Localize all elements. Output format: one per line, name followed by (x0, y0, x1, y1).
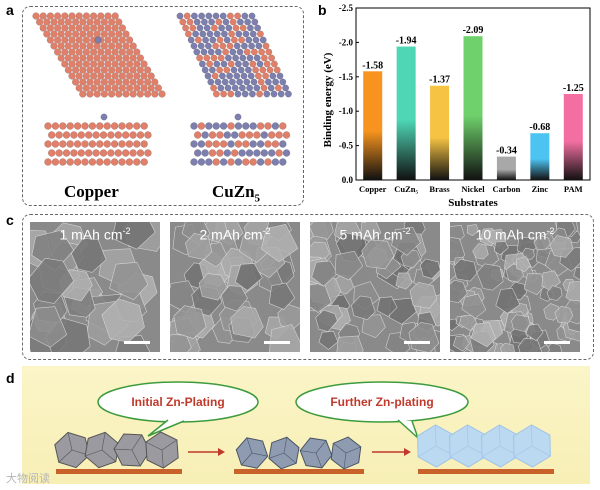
panel-a-frame (22, 6, 304, 206)
y-tick-label: -2.5 (339, 3, 354, 13)
arrow-1 (188, 448, 225, 456)
schematic-background (22, 366, 590, 484)
sem-image-1: 1 mAh cm-2 (30, 222, 160, 352)
sem-image-4: 10 mAh cm-2 (450, 222, 580, 352)
panel-a-letter: a (6, 2, 14, 18)
category-label: PAM (564, 184, 583, 194)
bar-4 (496, 156, 516, 180)
bar-value-label: -0.34 (496, 146, 517, 157)
copper-slab-top-view (32, 12, 166, 98)
y-axis-label: Binding energy (eV) (322, 52, 334, 147)
sem-texture (450, 222, 580, 352)
substrate-1 (56, 469, 182, 474)
sem-image-3: 5 mAh cm-2 (310, 222, 440, 352)
further-plating-text: Further Zn-plating (330, 395, 433, 409)
sem-label-exponent: -2 (546, 226, 555, 236)
y-tick-label: -2.0 (339, 37, 354, 47)
bar-0 (363, 71, 383, 180)
sem-image-2: 2 mAh cm-2 (170, 222, 300, 352)
bar-value-label: -1.25 (563, 83, 584, 94)
bar-value-label: -2.09 (463, 25, 484, 36)
watermark: 大物阅读 (6, 473, 50, 485)
bar-value-label: -1.58 (362, 60, 383, 71)
cuzn5-slab-side-view (190, 113, 291, 166)
y-tick-label: -0.5 (339, 141, 354, 151)
panel-d-letter: d (6, 370, 15, 386)
bar-value-label: -1.37 (429, 75, 450, 86)
sem-label-text: 5 mAh cm (339, 226, 403, 243)
zn-plating-schematic: Initial Zn-Plating Further Zn-plating (22, 366, 590, 484)
bar-value-label: -1.94 (396, 36, 417, 47)
sem-image-label: 1 mAh cm-2 (30, 226, 160, 243)
sem-label-text: 10 mAh cm (475, 226, 547, 243)
copper-label: Copper (64, 182, 119, 201)
sem-image-label: 5 mAh cm-2 (310, 226, 440, 243)
y-tick-label: -1.0 (339, 106, 354, 116)
initial-plating-text: Initial Zn-Plating (131, 395, 224, 409)
sem-label-exponent: -2 (402, 226, 411, 236)
sem-label-text: 2 mAh cm (199, 226, 263, 243)
category-label: Zinc (532, 184, 549, 194)
cuzn5-label-subscript: 5 (254, 192, 261, 205)
category-label: CuZn₅ (394, 184, 418, 194)
sem-image-label: 2 mAh cm-2 (170, 226, 300, 243)
binding-energy-chart: Binding energy (eV) Substrates 0.0 -0.5 -1… (322, 3, 591, 209)
substrate-3 (418, 469, 554, 474)
bar-3 (463, 36, 483, 180)
further-plating-bubble: Further Zn-plating (295, 381, 469, 439)
cuzn5-label: CuZn5 (212, 182, 260, 204)
sem-label-exponent: -2 (262, 226, 271, 236)
category-label: Carbon (492, 184, 520, 194)
scale-bar (404, 341, 430, 344)
bar-2 (430, 85, 450, 180)
y-tick-label: 0.0 (342, 175, 354, 185)
panel-b-letter: b (318, 2, 327, 18)
bar-1 (396, 46, 416, 180)
sem-texture (30, 222, 160, 352)
sem-texture (170, 222, 300, 352)
x-axis-label: Substrates (448, 197, 498, 209)
substrate-2 (234, 469, 364, 474)
sem-label-exponent: -2 (122, 226, 131, 236)
scale-bar (264, 341, 290, 344)
sem-texture (310, 222, 440, 352)
category-label: Brass (429, 184, 450, 194)
bar-5 (530, 133, 550, 180)
initial-plating-bubble: Initial Zn-Plating (97, 381, 259, 437)
bar-value-label: -0.68 (529, 122, 550, 133)
cuzn5-slab-top-view (176, 12, 292, 98)
sem-image-label: 10 mAh cm-2 (450, 226, 580, 243)
panel-c-letter: c (6, 212, 14, 228)
y-tick-label: -1.5 (339, 72, 354, 82)
scale-bar (544, 341, 570, 344)
bar-6 (563, 94, 583, 180)
scale-bar (124, 341, 150, 344)
category-label: Nickel (461, 184, 485, 194)
cuzn5-label-base: CuZn (212, 182, 255, 201)
arrow-2 (372, 448, 411, 456)
copper-slab-side-view (44, 113, 152, 166)
category-label: Copper (359, 184, 387, 194)
sem-label-text: 1 mAh cm (59, 226, 123, 243)
panel-c-frame (22, 214, 594, 360)
